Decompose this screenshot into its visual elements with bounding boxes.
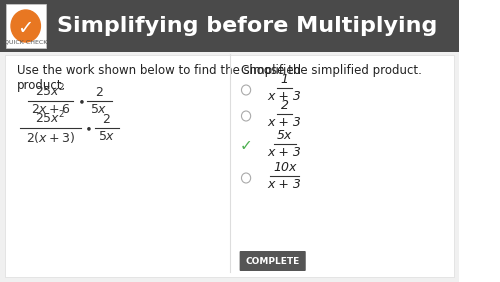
Bar (4, 55, 454, 277)
Text: $2(x+3)$: $2(x+3)$ (26, 130, 75, 145)
Circle shape (242, 111, 250, 121)
Text: 10x: 10x (273, 161, 296, 174)
Text: 1: 1 (280, 73, 288, 86)
Text: 2: 2 (280, 99, 288, 112)
Text: QUICK CHECK: QUICK CHECK (4, 40, 48, 45)
Text: ✓: ✓ (18, 19, 34, 38)
Text: $\bullet$: $\bullet$ (77, 94, 84, 107)
Bar (0, 52, 459, 282)
Circle shape (242, 173, 250, 183)
Text: ✓: ✓ (240, 138, 252, 153)
Text: $2$: $2$ (102, 113, 111, 126)
Text: $2x+6$: $2x+6$ (30, 103, 70, 116)
Circle shape (11, 10, 40, 42)
Bar (0, 0, 459, 52)
Text: Use the work shown below to find the simplified
product.: Use the work shown below to find the sim… (16, 64, 300, 92)
Text: $5x$: $5x$ (98, 130, 115, 143)
Bar (6, 4, 46, 48)
Text: COMPLETE: COMPLETE (246, 257, 300, 265)
Text: $2$: $2$ (95, 86, 104, 99)
Text: $25x^2$: $25x^2$ (36, 109, 66, 126)
Text: $5x$: $5x$ (90, 103, 108, 116)
Text: $25x^2$: $25x^2$ (36, 82, 66, 99)
Text: x + 3: x + 3 (268, 178, 302, 191)
Circle shape (242, 85, 250, 95)
Text: Choose the simplified product.: Choose the simplified product. (240, 64, 422, 77)
Text: x + 3: x + 3 (268, 90, 302, 103)
Text: 5x: 5x (277, 129, 292, 142)
FancyBboxPatch shape (240, 251, 306, 271)
Text: Simplifying before Multiplying: Simplifying before Multiplying (57, 16, 438, 36)
Text: $\bullet$: $\bullet$ (84, 122, 92, 135)
Text: x + 3: x + 3 (268, 146, 302, 159)
Text: x + 3: x + 3 (268, 116, 302, 129)
